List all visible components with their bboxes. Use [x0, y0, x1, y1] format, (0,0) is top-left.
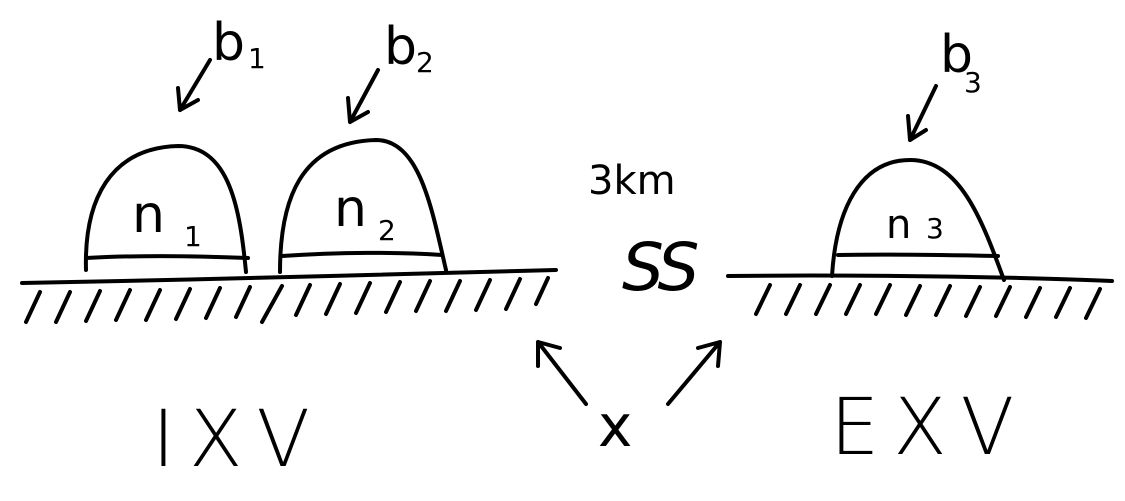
left-ground	[20, 268, 558, 324]
x-arrows	[536, 340, 722, 406]
arrow-b2	[346, 68, 380, 124]
label-b1-sub: 1	[248, 42, 266, 75]
label-n3-sub: 3	[926, 212, 944, 245]
mound-n2: b 2 n 2	[278, 17, 448, 274]
label-n2-sub: 2	[378, 214, 396, 247]
label-b2: b	[384, 17, 417, 77]
label-b3: b	[940, 25, 973, 85]
left-ground-line	[20, 268, 558, 285]
mound-n3: b 3 n 3	[830, 25, 1006, 282]
arrow-b3	[906, 84, 938, 142]
mound-n1-outline	[83, 144, 248, 274]
arrow-x-right	[666, 340, 722, 406]
mound-n2-outline	[278, 138, 448, 274]
label-b1: b	[212, 13, 245, 73]
label-exv: EXV	[830, 383, 1028, 473]
mound-n2-base	[280, 250, 444, 258]
label-n1-sub: 1	[184, 220, 202, 253]
label-n3: n	[886, 202, 911, 248]
label-n2: n	[334, 179, 367, 239]
break-symbol: SS	[622, 229, 698, 306]
arrow-b1	[176, 58, 212, 112]
label-n1: n	[132, 185, 165, 245]
mound-n3-base	[836, 252, 1000, 258]
arrow-x-left	[536, 340, 588, 406]
left-ground-hatching	[24, 276, 550, 324]
label-b3-sub: 3	[964, 66, 982, 99]
label-ixv: IXV	[152, 395, 324, 485]
right-ground	[726, 273, 1114, 320]
label-b2-sub: 2	[416, 46, 434, 79]
right-ground-line	[726, 273, 1114, 283]
right-ground-hatching	[754, 283, 1102, 320]
mound-n1-base	[84, 254, 250, 260]
mound-n1: b 1 n 1	[83, 13, 266, 274]
distance-label: 3km	[588, 158, 676, 204]
label-x: x	[598, 392, 632, 460]
mound-n3-outline	[830, 158, 1006, 282]
